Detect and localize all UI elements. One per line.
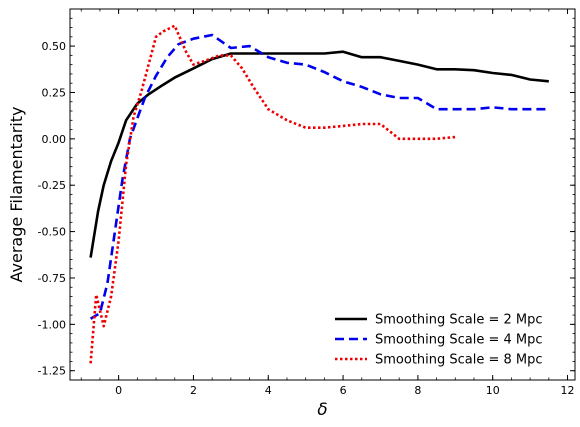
series-layer [89,24,549,364]
x-axis-label: δ [317,400,327,420]
legend-label-2mpc: Smoothing Scale = 2 Mpc [375,313,543,328]
series-line-1 [89,33,549,320]
x-tick-label: 2 [190,384,197,397]
y-tick-label: -1.00 [38,318,66,331]
plot-frame [69,8,576,381]
series-line-2 [89,24,456,364]
y-tick-label: -1.25 [38,365,66,378]
y-tick-label: -0.75 [38,272,66,285]
x-tick-label: 8 [414,384,421,397]
ticks-layer: 0 2 4 6 8 10 12 -1.25 -1.00 -0.75 -0.50 -0.25 0.00 0.… [38,8,575,397]
legend-label-8mpc: Smoothing Scale = 8 Mpc [375,353,543,368]
x-tick-label: 10 [486,384,500,397]
y-tick-label: 0.50 [42,40,67,53]
x-tick-label: 4 [265,384,272,397]
y-tick-label: 0.25 [42,86,67,99]
legend-label-4mpc: Smoothing Scale = 4 Mpc [375,333,543,348]
x-tick-label: 12 [561,384,575,397]
legend: Smoothing Scale = 2 Mpc Smoothing Scale … [335,313,543,368]
y-tick-label: -0.50 [38,226,66,239]
series-line-0 [89,50,549,258]
y-tick-label: -0.25 [38,179,66,192]
y-tick-label: 0.00 [42,133,67,146]
x-tick-label: 6 [340,384,347,397]
y-axis-label: Average Filamentarity [7,107,26,283]
x-tick-label: 0 [115,384,122,397]
